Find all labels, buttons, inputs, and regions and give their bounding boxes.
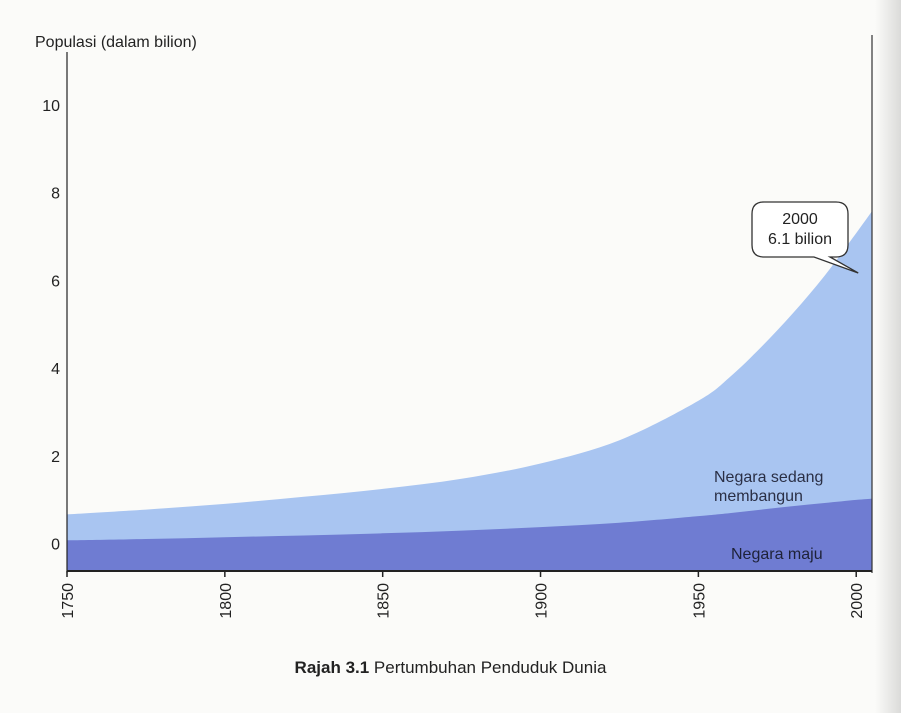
series-label-negara-sedang-membangun-1: membangun <box>714 488 803 505</box>
callout-annotation: 2000 6.1 bilion <box>751 201 859 274</box>
x-tick-label-1950: 1950 <box>691 583 708 619</box>
y-tick-label-2: 2 <box>51 449 60 466</box>
chart-labels: Populasi (dalam bilion) Negara sedang memb… <box>35 34 823 563</box>
caption-label: Rajah 3.1 <box>294 658 370 677</box>
x-tick-label-1800: 1800 <box>218 583 235 619</box>
callout-bubble <box>751 201 859 274</box>
caption-text: Pertumbuhan Penduduk Dunia <box>369 658 607 677</box>
y-axis-title: Populasi (dalam bilion) <box>35 34 197 51</box>
y-tick-label-6: 6 <box>51 273 60 290</box>
area-negara-maju <box>67 498 872 571</box>
x-tick-label-1750: 1750 <box>60 583 77 619</box>
x-tick-label-2000: 2000 <box>849 583 866 619</box>
callout-text-0: 2000 <box>782 211 818 228</box>
page-edge-shadow <box>875 0 901 713</box>
x-tick-label-1850: 1850 <box>376 583 393 619</box>
x-tick-label-1900: 1900 <box>534 583 551 619</box>
y-tick-label-10: 10 <box>42 98 60 115</box>
axes: 0 2 4 6 8 10 1750 1800 1850 1900 1950 2000 <box>42 35 873 619</box>
figure-caption: Rajah 3.1 Pertumbuhan Penduduk Dunia <box>0 658 901 678</box>
y-tick-label-4: 4 <box>51 361 60 378</box>
callout-text-1: 6.1 bilion <box>768 231 832 248</box>
area-negara-sedang-membangun <box>67 211 872 571</box>
y-tick-label-0: 0 <box>51 537 60 554</box>
series-label-negara-maju: Negara maju <box>731 546 823 563</box>
y-tick-label-8: 8 <box>51 186 60 203</box>
series-label-negara-sedang-membangun-0: Negara sedang <box>714 469 823 486</box>
stacked-areas <box>67 211 872 571</box>
